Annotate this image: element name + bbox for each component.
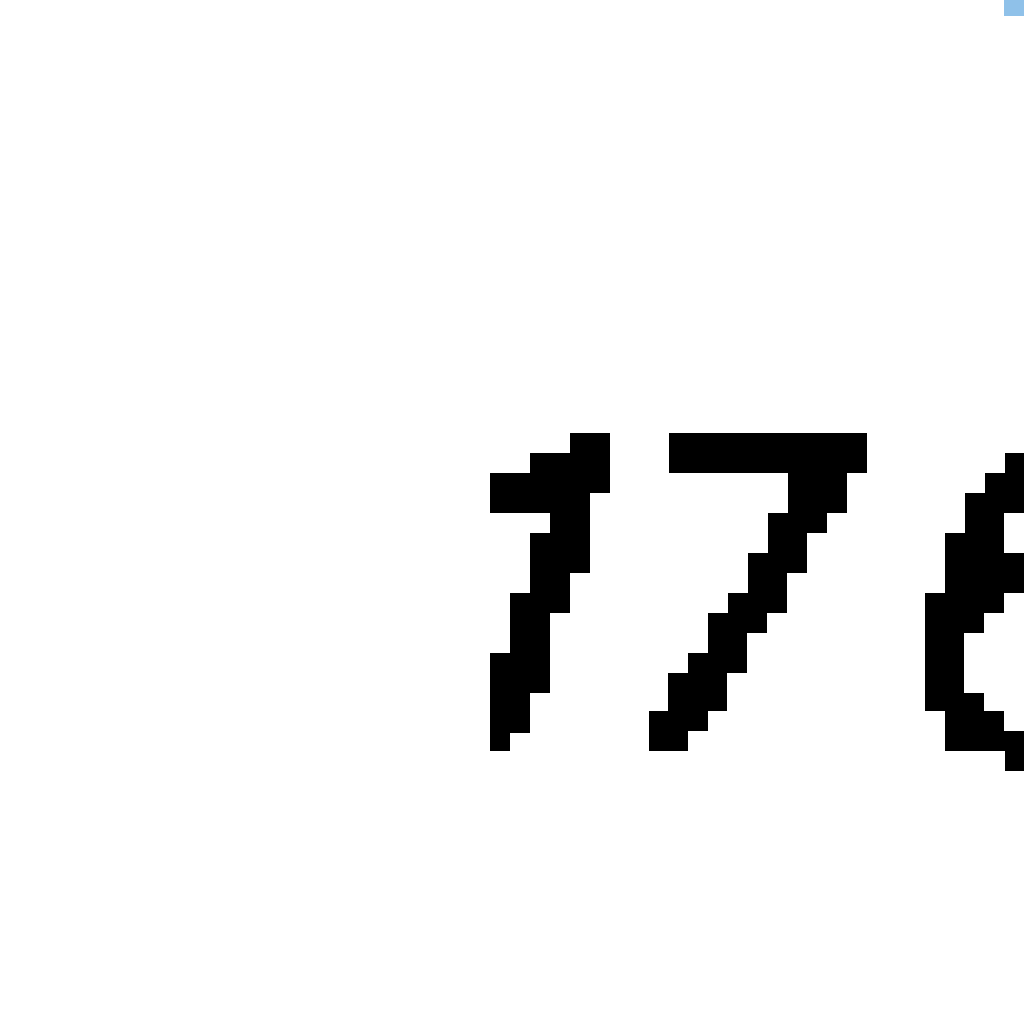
pixel-block bbox=[768, 513, 827, 533]
pixel-block bbox=[925, 613, 984, 633]
pixel-block bbox=[490, 693, 530, 733]
pixel-block bbox=[925, 593, 1004, 613]
pixel-block bbox=[728, 593, 787, 613]
pixel-block bbox=[708, 613, 767, 633]
pixel-block bbox=[945, 711, 1004, 731]
pixel-block bbox=[490, 653, 550, 693]
pixel-block bbox=[550, 513, 590, 533]
pixel-block bbox=[649, 731, 688, 751]
pixel-block bbox=[748, 573, 787, 593]
corner-marker bbox=[1004, 0, 1024, 16]
pixel-block bbox=[688, 653, 747, 673]
pixel-block bbox=[1005, 453, 1024, 473]
pixel-block bbox=[788, 473, 847, 513]
pixel-block bbox=[510, 613, 550, 653]
pixel-block bbox=[530, 573, 570, 593]
pixel-block bbox=[510, 593, 570, 613]
pixel-block bbox=[985, 473, 1024, 493]
pixel-block bbox=[530, 533, 590, 573]
pixel-block bbox=[965, 493, 1024, 513]
pixel-block bbox=[1005, 751, 1024, 771]
pixel-block bbox=[945, 533, 1004, 553]
pixel-block bbox=[965, 513, 1004, 533]
pixel-block bbox=[530, 453, 610, 473]
pixel-block bbox=[669, 433, 867, 473]
pixel-block bbox=[708, 633, 747, 653]
pixel-block bbox=[768, 533, 807, 553]
pixel-block bbox=[490, 473, 610, 493]
pixel-block bbox=[925, 633, 964, 693]
pixel-block bbox=[668, 673, 727, 711]
pixel-block bbox=[748, 553, 807, 573]
pixel-block bbox=[490, 733, 510, 751]
pixel-block bbox=[490, 493, 590, 513]
pixel-block bbox=[925, 693, 984, 711]
pixel-block bbox=[945, 731, 1024, 751]
pixel-block bbox=[570, 433, 610, 453]
pixel-block bbox=[649, 711, 708, 731]
pixel-block bbox=[945, 553, 1024, 593]
